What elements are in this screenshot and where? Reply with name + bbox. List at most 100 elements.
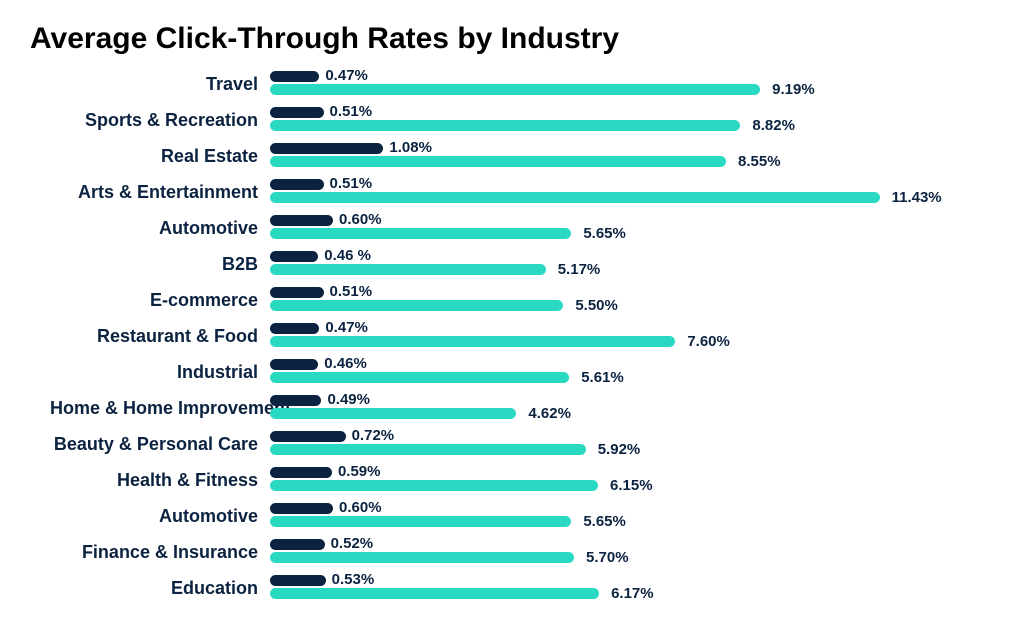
bars-area: 0.60% 5.65% (270, 210, 994, 246)
primary-value: 4.62% (528, 405, 571, 422)
bars-area: 0.51% 5.50% (270, 282, 994, 318)
bars-area: 0.46 % 5.17% (270, 246, 994, 282)
category-label: Real Estate (50, 146, 270, 167)
category-label: Sports & Recreation (50, 110, 270, 131)
chart-row: Home & Home Improvement 0.49% 4.62% (50, 390, 994, 426)
chart-row: B2B 0.46 % 5.17% (50, 246, 994, 282)
secondary-bar (270, 107, 324, 118)
primary-value: 5.17% (558, 261, 601, 278)
primary-value: 5.65% (583, 513, 626, 530)
primary-value: 8.82% (752, 117, 795, 134)
bars-area: 0.47% 9.19% (270, 66, 994, 102)
secondary-value: 0.47% (325, 67, 368, 84)
chart-row: E-commerce 0.51% 5.50% (50, 282, 994, 318)
secondary-bar (270, 431, 346, 442)
bars-area: 0.53% 6.17% (270, 570, 994, 606)
secondary-value: 0.60% (339, 499, 382, 516)
primary-value: 5.61% (581, 369, 624, 386)
secondary-bar (270, 215, 333, 226)
primary-value: 6.17% (611, 585, 654, 602)
chart-row: Education 0.53% 6.17% (50, 570, 994, 606)
secondary-bar (270, 575, 326, 586)
chart-row: Travel 0.47% 9.19% (50, 66, 994, 102)
bars-area: 0.60% 5.65% (270, 498, 994, 534)
secondary-bar (270, 323, 319, 334)
primary-bar (270, 372, 569, 383)
bars-area: 0.52%5.70% (270, 534, 994, 570)
chart-row: Sports & Recreation 0.51% 8.82% (50, 102, 994, 138)
primary-bar (270, 588, 599, 599)
secondary-value: 0.51% (330, 175, 373, 192)
bars-area: 0.72% 5.92% (270, 426, 994, 462)
chart-row: Real Estate 1.08% 8.55% (50, 138, 994, 174)
chart-title: Average Click-Through Rates by Industry (30, 22, 994, 56)
ctr-chart: Average Click-Through Rates by Industry … (0, 0, 1024, 606)
category-label: Automotive (50, 506, 270, 527)
secondary-value: 0.46 % (324, 247, 371, 264)
primary-bar (270, 120, 740, 131)
primary-value: 5.92% (598, 441, 641, 458)
category-label: Beauty & Personal Care (50, 434, 270, 455)
primary-value: 9.19% (772, 81, 815, 98)
secondary-value: 0.53% (332, 571, 375, 588)
chart-row: Automotive 0.60% 5.65% (50, 210, 994, 246)
category-label: Industrial (50, 362, 270, 383)
bars-area: 0.46% 5.61% (270, 354, 994, 390)
category-label: E-commerce (50, 290, 270, 311)
category-label: Health & Fitness (50, 470, 270, 491)
secondary-value: 1.08% (389, 139, 432, 156)
bars-area: 0.49% 4.62% (270, 390, 994, 426)
primary-bar (270, 228, 571, 239)
primary-value: 11.43% (892, 189, 942, 206)
secondary-bar (270, 359, 318, 370)
secondary-bar (270, 287, 324, 298)
secondary-bar (270, 143, 383, 154)
primary-bar (270, 552, 574, 563)
primary-value: 7.60% (687, 333, 730, 350)
category-label: Education (50, 578, 270, 599)
secondary-value: 0.52% (331, 535, 374, 552)
secondary-value: 0.72% (352, 427, 395, 444)
primary-bar (270, 300, 563, 311)
category-label: Home & Home Improvement (50, 398, 270, 419)
primary-bar (270, 516, 571, 527)
secondary-value: 0.47% (325, 319, 368, 336)
primary-bar (270, 192, 880, 203)
bars-area: 1.08% 8.55% (270, 138, 994, 174)
bars-area: 0.59% 6.15% (270, 462, 994, 498)
secondary-bar (270, 503, 333, 514)
chart-row: Health & Fitness 0.59% 6.15% (50, 462, 994, 498)
secondary-value: 0.51% (330, 103, 373, 120)
secondary-value: 0.60% (339, 211, 382, 228)
category-label: Travel (50, 74, 270, 95)
secondary-value: 0.46% (324, 355, 367, 372)
primary-bar (270, 408, 516, 419)
secondary-value: 0.49% (327, 391, 370, 408)
chart-rows: Travel0.47%9.19%Sports & Recreation0.51%… (30, 66, 994, 606)
primary-value: 5.65% (583, 225, 626, 242)
chart-row: Beauty & Personal Care 0.72% 5.92% (50, 426, 994, 462)
secondary-bar (270, 467, 332, 478)
bars-area: 0.51% 8.82% (270, 102, 994, 138)
secondary-bar (270, 395, 321, 406)
category-label: B2B (50, 254, 270, 275)
primary-value: 8.55% (738, 153, 781, 170)
chart-row: Automotive 0.60% 5.65% (50, 498, 994, 534)
secondary-bar (270, 179, 324, 190)
category-label: Automotive (50, 218, 270, 239)
primary-value: 6.15% (610, 477, 653, 494)
chart-row: Restaurant & Food0.47%7.60% (50, 318, 994, 354)
category-label: Arts & Entertainment (50, 182, 270, 203)
primary-bar (270, 444, 586, 455)
chart-row: Industrial 0.46% 5.61% (50, 354, 994, 390)
primary-value: 5.50% (575, 297, 618, 314)
primary-bar (270, 264, 546, 275)
bars-area: 0.47% 7.60% (270, 318, 994, 354)
chart-row: Finance & Insurance0.52%5.70% (50, 534, 994, 570)
secondary-value: 0.51% (330, 283, 373, 300)
secondary-bar (270, 539, 325, 550)
secondary-bar (270, 71, 319, 82)
secondary-value: 0.59% (338, 463, 381, 480)
secondary-bar (270, 251, 318, 262)
primary-bar (270, 480, 598, 491)
